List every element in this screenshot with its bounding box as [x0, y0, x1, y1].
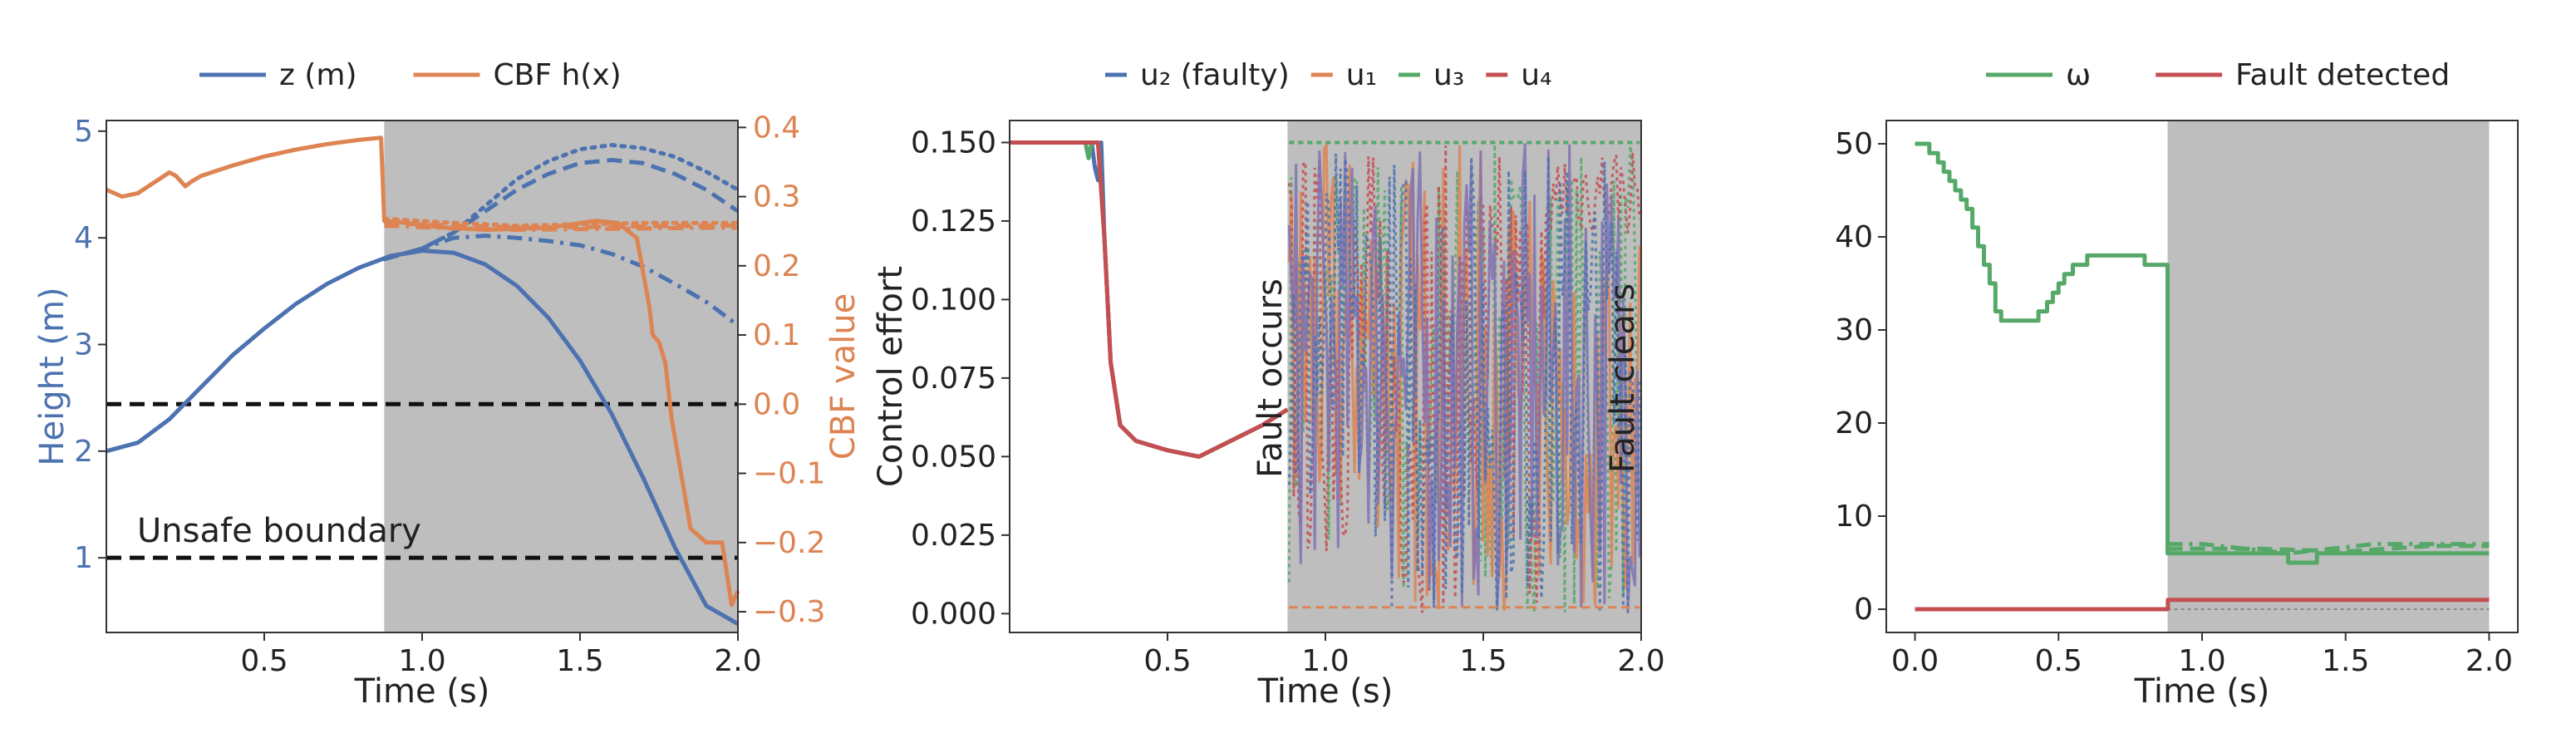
panel2-legend-label: u₄: [1521, 58, 1551, 92]
panel3-xtick-label: 1.0: [2178, 644, 2225, 678]
panel3-ytick-label: 50: [1835, 127, 1873, 161]
panel2-annotation-fault-occurs: Fault occurs: [1251, 278, 1290, 478]
panel2-annotation-fault-clears: Fault clears: [1604, 283, 1642, 473]
panel1-xtick-label: 1.0: [398, 644, 445, 678]
panel3-xtick-label: 2.0: [2465, 644, 2513, 678]
panel1-legend-label: z (m): [279, 58, 357, 92]
panel1-fault-region: [384, 121, 738, 632]
panel2-series-2: [1010, 140, 1289, 459]
panel3-series-2: [2167, 544, 2490, 554]
panel3-xtick-label: 0.0: [1891, 644, 1939, 678]
panel1-ytick-label-right: 0.4: [753, 111, 800, 145]
panel1-ytick-label-right: 0.2: [753, 249, 800, 283]
panel1-xlabel: Time (s): [354, 672, 490, 711]
panel1-series-5: [384, 220, 738, 230]
panel2-legend-label: u₃: [1433, 58, 1464, 92]
panel3-xtick-label: 0.5: [2035, 644, 2082, 678]
panel1-ytick-label-right: 0.3: [753, 180, 800, 214]
panel2-ytick-label: 0.150: [911, 125, 996, 160]
panel2-xlabel: Time (s): [1257, 672, 1394, 711]
panel1-series-4: [105, 135, 740, 608]
panel3-legend-label: ω: [2066, 58, 2091, 92]
panel1-annotation-unsafe: Unsafe boundary: [137, 512, 421, 550]
panel3-xlabel: Time (s): [2134, 672, 2270, 711]
panel3-ytick-label: 0: [1854, 593, 1873, 627]
panel1-ylabel: Height (m): [33, 287, 71, 465]
panel1-series-7: [384, 224, 738, 232]
panel2-fault-traces: [1287, 140, 1641, 613]
panel3-ytick-label: 10: [1835, 499, 1873, 534]
panel2-fault-trace-3: [1287, 143, 1641, 613]
panel2-xtick-label: 1.5: [1459, 644, 1507, 678]
panel2-series-3: [1010, 140, 1289, 459]
panel2-series-0: [1010, 140, 1289, 459]
panel1-xtick-label: 0.5: [240, 644, 288, 678]
panel3-ytick-label: 30: [1835, 313, 1873, 347]
panel2-ytick-label: 0.100: [911, 283, 996, 317]
panel1-xtick-label: 2.0: [714, 644, 761, 678]
panel1-ytick-label: 3: [74, 328, 93, 362]
panel1-ytick-label-right: −0.2: [753, 526, 825, 560]
panel3-ytick-label: 40: [1835, 220, 1873, 254]
panel1-series-6: [381, 216, 740, 228]
panel2-xtick-label: 2.0: [1617, 644, 1664, 678]
panel1-series-3: [383, 234, 740, 327]
panel1-xtick-label: 1.5: [556, 644, 603, 678]
panel1-ytick-label: 1: [74, 541, 93, 575]
panel2-ytick-label: 0.000: [911, 597, 996, 631]
panel1-ytick-label: 5: [74, 115, 93, 149]
panel3-series-0: [1915, 141, 2490, 565]
panel2-xtick-label: 1.0: [1301, 644, 1349, 678]
panel1-legend-label: CBF h(x): [494, 58, 622, 92]
panel1-ylabel-right: CBF value: [824, 293, 863, 460]
panel3-series-3: [1915, 598, 2490, 612]
panel1-series-2: [381, 143, 740, 262]
panel1-ytick-label: 2: [74, 435, 93, 469]
panel2-legend-label: u₁: [1346, 58, 1377, 92]
panel1-ytick-label-right: −0.3: [753, 595, 825, 629]
panel1-ytick-label: 4: [74, 221, 93, 255]
panel3-legend-label: Fault detected: [2235, 58, 2450, 92]
panel3-ytick-label: 20: [1835, 406, 1873, 440]
panel3-fault-region: [2167, 121, 2490, 632]
panel2-xtick-label: 0.5: [1143, 644, 1191, 678]
panel2-ytick-label: 0.050: [911, 440, 996, 474]
panel3-xtick-label: 1.5: [2322, 644, 2369, 678]
panel2-ytick-label: 0.125: [911, 204, 996, 239]
panel2-ytick-label: 0.025: [911, 519, 996, 553]
panel2-series-1: [1010, 140, 1289, 459]
panel2-fault-trace-4: [1287, 153, 1641, 613]
panel2-legend-label: u₂ (faulty): [1140, 58, 1290, 92]
panel2-ytick-label: 0.075: [911, 362, 996, 396]
panel1-ytick-label-right: 0.0: [753, 387, 800, 421]
panel1-ytick-label-right: −0.1: [753, 457, 825, 491]
panel1-ytick-label-right: 0.1: [753, 318, 800, 352]
panel3-series-1: [2167, 542, 2490, 556]
panel1-series-0: [106, 249, 740, 626]
panel2-ylabel: Control effort: [872, 266, 910, 487]
